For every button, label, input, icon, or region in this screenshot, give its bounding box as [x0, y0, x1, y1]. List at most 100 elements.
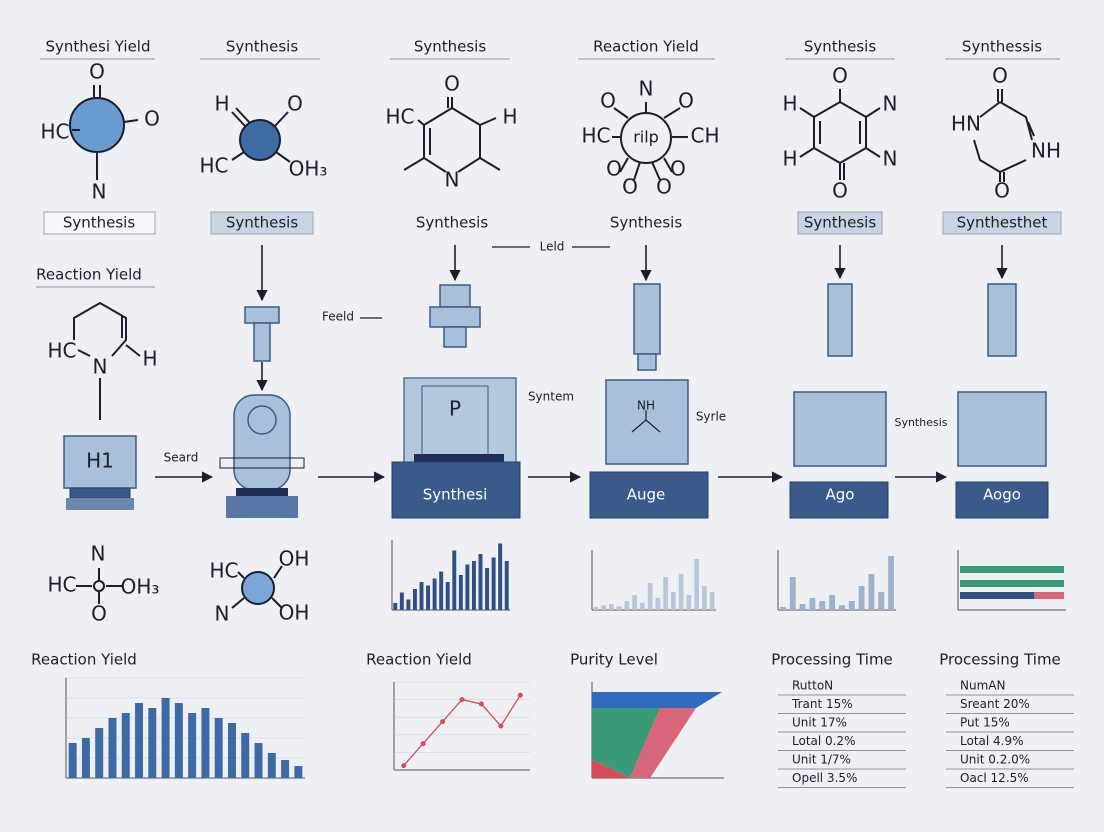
atom: N: [93, 355, 108, 379]
atom: HC: [40, 120, 69, 144]
atom: H: [502, 105, 517, 129]
bar: [601, 605, 606, 610]
bar: [227, 723, 236, 778]
bar: [848, 601, 855, 610]
atom: H: [782, 147, 797, 171]
atom: OH: [279, 601, 310, 625]
side-label: Syrle: [696, 410, 726, 424]
top-label: Synthessis: [962, 38, 1042, 56]
box-label: Synthesis: [63, 214, 136, 232]
machine-base: Synthesi: [423, 486, 488, 504]
bar: [406, 599, 411, 610]
bar: [809, 598, 816, 610]
bar: [888, 556, 895, 610]
top-label: Synthesis: [414, 38, 487, 56]
atom: N: [883, 92, 898, 116]
area-chart: [591, 682, 724, 779]
bar: [399, 592, 404, 610]
atom: HC: [47, 339, 76, 363]
bar: [616, 606, 622, 610]
top-label: Synthesis: [804, 38, 877, 56]
table-cell: Opell 3.5%: [792, 771, 857, 785]
bar: [135, 703, 144, 778]
bar: [412, 589, 417, 610]
bar: [121, 713, 130, 778]
line: [403, 694, 521, 767]
bar: [148, 708, 157, 778]
bar: [799, 604, 806, 610]
atom: N: [445, 168, 460, 192]
bar: [593, 607, 599, 610]
atom: N: [883, 147, 898, 171]
bar: [609, 604, 614, 610]
atom: O: [144, 107, 160, 131]
bar: [632, 595, 637, 610]
stripe-chart: [957, 550, 1066, 611]
atom: O: [606, 157, 622, 181]
bar: [108, 718, 117, 778]
bar: [858, 586, 865, 610]
bar: [452, 550, 457, 610]
bar: [267, 753, 276, 778]
atom: OH₃: [121, 575, 160, 599]
bar: [214, 718, 223, 778]
atom: O: [994, 179, 1010, 203]
molecule: O H N H N O: [782, 64, 897, 203]
bar: [68, 743, 77, 778]
bottom-titles: Reaction Yield Reaction Yield Purity Lev…: [31, 651, 1061, 669]
bar: [439, 571, 444, 610]
point: [478, 701, 484, 707]
atom: O: [287, 92, 303, 116]
side-labels: Reaction Yield Feeld Leld Seard Syntem S…: [36, 240, 948, 465]
atom: NH: [1031, 139, 1061, 163]
bar: [694, 559, 699, 610]
atom: O: [89, 60, 105, 84]
molecule: O HC H N: [385, 72, 517, 192]
bar: [868, 574, 875, 610]
bar: [95, 728, 104, 778]
table-cell: Oacl 12.5%: [960, 771, 1029, 785]
bar: [432, 578, 437, 610]
bar: [161, 698, 170, 778]
molecule: HC N H: [47, 301, 158, 420]
molecule: O HN NH O: [951, 64, 1061, 203]
machine-screen: H1: [86, 449, 114, 473]
box-label: Synthesis: [226, 214, 299, 232]
table-cell: Unit 1/7%: [792, 753, 851, 767]
bar: [709, 592, 715, 610]
side-label: Synthesis: [894, 416, 947, 429]
bottom-title: Processing Time: [939, 651, 1061, 669]
table-cell: RuttoN: [792, 679, 833, 693]
box-label: Synthesthet: [957, 214, 1048, 232]
molecule: O HC O N: [40, 60, 159, 204]
bar: [478, 554, 483, 610]
atom: N: [215, 602, 230, 626]
point: [440, 719, 446, 725]
atom: CH: [690, 124, 719, 148]
bar: [485, 568, 490, 610]
bar: [838, 605, 845, 610]
bar: [789, 577, 796, 610]
bar: [504, 561, 509, 610]
box-labels: Synthesis Synthesis Synthesis Synthesis …: [43, 211, 1062, 235]
bar: [663, 577, 668, 610]
machine-screen: NH: [637, 399, 655, 413]
top-label: Synthesis: [226, 38, 299, 56]
atom: N: [91, 542, 106, 566]
table-cell: Put 15%: [960, 716, 1010, 730]
atom: OH: [279, 547, 310, 571]
bar: [419, 582, 424, 610]
bar: [678, 574, 684, 610]
table-cell: Lotal 4.9%: [960, 734, 1024, 748]
atom: O: [656, 175, 672, 199]
molecule: H O HC OH₃: [199, 92, 327, 181]
point: [420, 741, 426, 747]
bar: [624, 601, 630, 610]
bottom-title: Reaction Yield: [366, 651, 472, 669]
bar: [174, 703, 183, 778]
bar: [878, 592, 885, 610]
bar: [640, 602, 645, 610]
table-cell: NumAN: [960, 679, 1005, 693]
atom: O: [670, 157, 686, 181]
